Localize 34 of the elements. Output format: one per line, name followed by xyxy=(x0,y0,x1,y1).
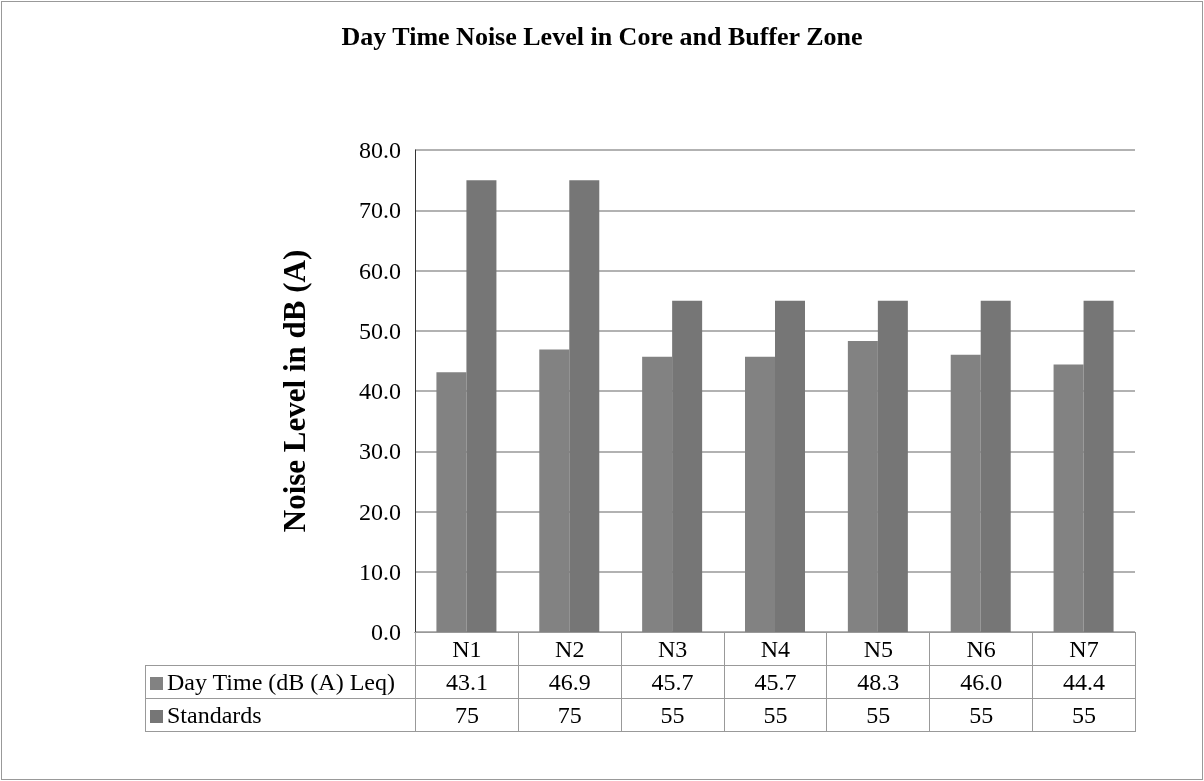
x-tick-label: N6 xyxy=(929,632,1033,666)
y-tick-label: 40.0 xyxy=(359,378,401,404)
data-label: 55 xyxy=(826,698,930,732)
data-label: 55 xyxy=(724,698,827,732)
data-label: 43.1 xyxy=(415,665,519,699)
x-tick-label: N5 xyxy=(826,632,930,666)
data-label: 46.9 xyxy=(518,665,622,699)
chart-title: Day Time Noise Level in Core and Buffer Zone xyxy=(341,21,863,51)
y-axis-title: Noise Level in dB (A) xyxy=(277,249,312,533)
x-tick-label: N3 xyxy=(621,632,725,666)
x-tick-label: N1 xyxy=(415,632,519,666)
data-label: 55 xyxy=(929,698,1033,732)
legend-label: Day Time (dB (A) Leq) xyxy=(145,665,416,699)
data-label: 45.7 xyxy=(724,665,827,699)
legend-label: Standards xyxy=(145,698,416,732)
data-label: 55 xyxy=(1032,698,1136,732)
data-label: 75 xyxy=(518,698,622,732)
y-tick-label: 50.0 xyxy=(359,317,401,344)
y-tick-label: 60.0 xyxy=(359,257,401,284)
x-tick-label: N2 xyxy=(518,632,622,666)
x-tick-label: N4 xyxy=(724,632,827,666)
x-tick-label: N7 xyxy=(1032,632,1136,666)
data-label: 48.3 xyxy=(826,665,930,699)
y-tick-label: 30.0 xyxy=(359,438,401,465)
data-label: 44.4 xyxy=(1032,665,1136,699)
y-tick-label: 70.0 xyxy=(359,197,401,224)
y-tick-label: 10.0 xyxy=(359,558,401,585)
data-label: 55 xyxy=(621,698,725,732)
y-tick-label: 80.0 xyxy=(359,137,401,163)
data-label: 75 xyxy=(415,698,519,732)
data-label: 45.7 xyxy=(621,665,725,699)
y-tick-label: 0.0 xyxy=(371,619,401,645)
data-label: 46.0 xyxy=(929,665,1033,699)
y-tick-label: 20.0 xyxy=(359,498,401,525)
